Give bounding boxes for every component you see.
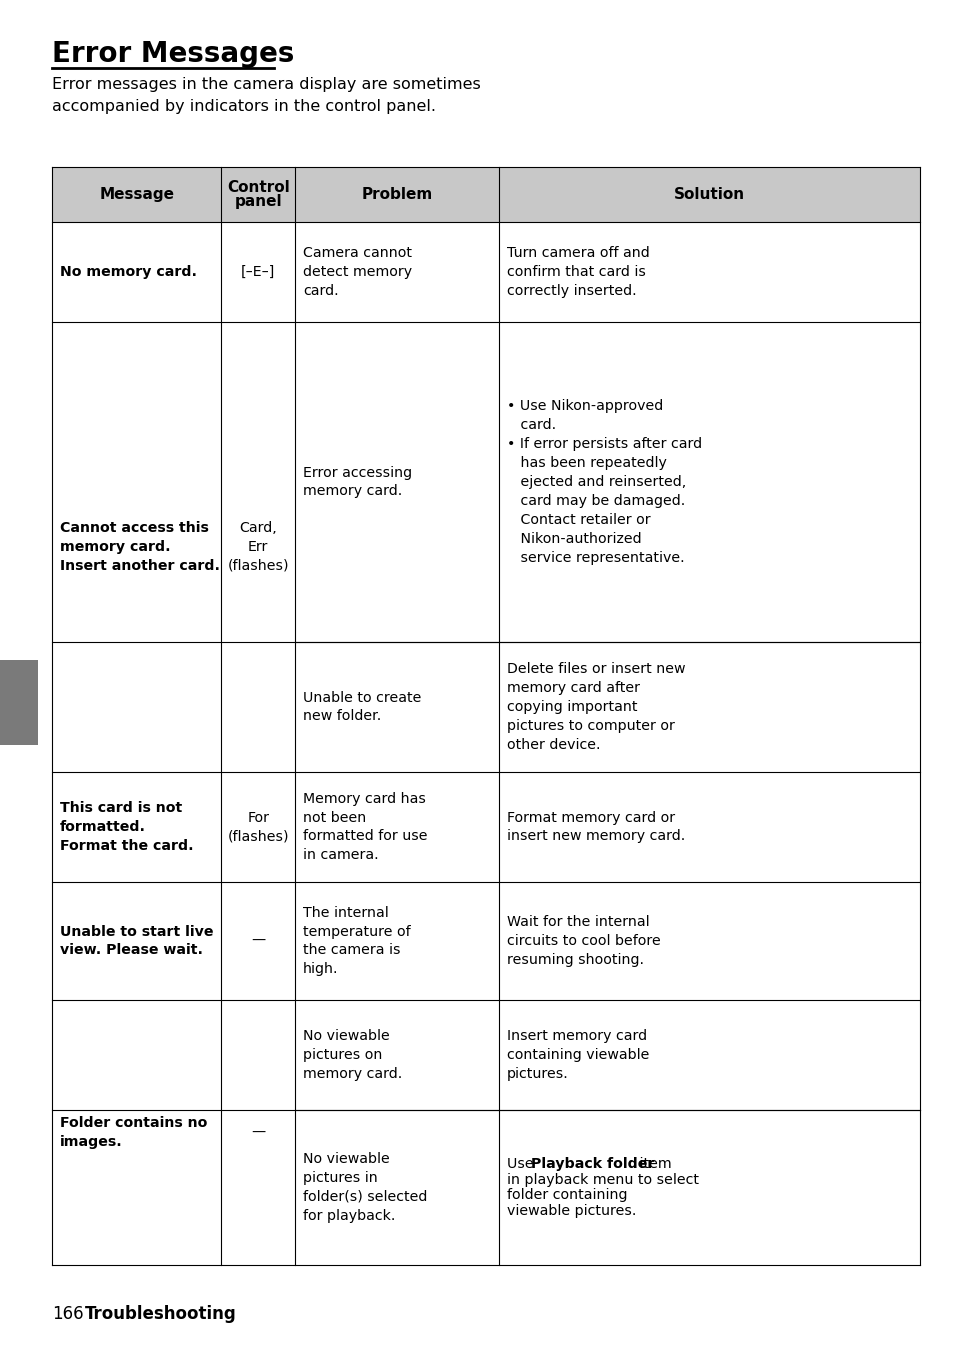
Text: Control: Control xyxy=(227,180,289,195)
Text: Wait for the internal
circuits to cool before
resuming shooting.: Wait for the internal circuits to cool b… xyxy=(506,915,660,967)
Text: Camera cannot
detect memory
card.: Camera cannot detect memory card. xyxy=(303,246,412,299)
Text: No viewable
pictures in
folder(s) selected
for playback.: No viewable pictures in folder(s) select… xyxy=(303,1153,427,1223)
Text: This card is not
formatted.
Format the card.: This card is not formatted. Format the c… xyxy=(60,802,193,853)
Text: No viewable
pictures on
memory card.: No viewable pictures on memory card. xyxy=(303,1029,402,1081)
Text: Folder contains no
images.: Folder contains no images. xyxy=(60,1116,207,1149)
Text: viewable pictures.: viewable pictures. xyxy=(506,1204,636,1217)
Text: Troubleshooting: Troubleshooting xyxy=(85,1305,236,1323)
Text: Format memory card or
insert new memory card.: Format memory card or insert new memory … xyxy=(506,811,684,843)
Text: Turn camera off and
confirm that card is
correctly inserted.: Turn camera off and confirm that card is… xyxy=(506,246,649,299)
Text: For
(flashes): For (flashes) xyxy=(227,811,289,843)
Text: Delete files or insert new
memory card after
copying important
pictures to compu: Delete files or insert new memory card a… xyxy=(506,662,685,752)
Text: Insert memory card
containing viewable
pictures.: Insert memory card containing viewable p… xyxy=(506,1029,649,1081)
Text: • Use Nikon-approved
   card.
• If error persists after card
   has been repeate: • Use Nikon-approved card. • If error pe… xyxy=(506,399,701,565)
Text: panel: panel xyxy=(234,194,282,208)
Text: item: item xyxy=(635,1157,671,1171)
Text: Error Messages: Error Messages xyxy=(52,40,294,69)
Text: —: — xyxy=(251,1126,265,1139)
Text: 166: 166 xyxy=(52,1305,84,1323)
Text: Error messages in the camera display are sometimes
accompanied by indicators in : Error messages in the camera display are… xyxy=(52,77,480,114)
Text: Use: Use xyxy=(506,1157,537,1171)
Text: No memory card.: No memory card. xyxy=(60,265,196,278)
Text: Unable to create
new folder.: Unable to create new folder. xyxy=(303,690,421,724)
Text: Unable to start live
view. Please wait.: Unable to start live view. Please wait. xyxy=(60,924,213,958)
Text: folder containing: folder containing xyxy=(506,1188,627,1202)
Text: Playback folder: Playback folder xyxy=(531,1157,654,1171)
Text: Error accessing
memory card.: Error accessing memory card. xyxy=(303,465,412,499)
Text: Card,
Err
(flashes): Card, Err (flashes) xyxy=(227,521,289,573)
Bar xyxy=(0,660,38,745)
Text: Cannot access this
memory card.
Insert another card.: Cannot access this memory card. Insert a… xyxy=(60,521,220,573)
Text: —: — xyxy=(251,933,265,948)
Text: Solution: Solution xyxy=(673,187,744,202)
Text: Problem: Problem xyxy=(361,187,433,202)
Text: The internal
temperature of
the camera is
high.: The internal temperature of the camera i… xyxy=(303,905,410,976)
Text: in playback menu to select: in playback menu to select xyxy=(506,1173,699,1186)
Text: Memory card has
not been
formatted for use
in camera.: Memory card has not been formatted for u… xyxy=(303,792,427,862)
Text: Message: Message xyxy=(99,187,174,202)
Text: [–E–]: [–E–] xyxy=(241,265,275,278)
Bar xyxy=(52,167,919,222)
